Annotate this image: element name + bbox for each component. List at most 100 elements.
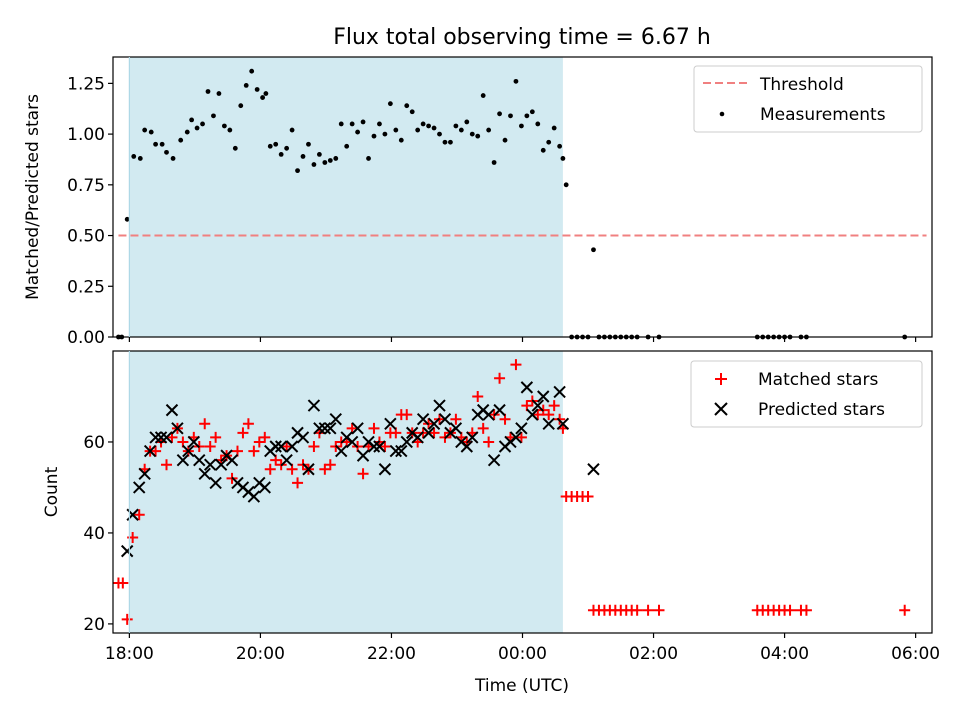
measurements-point xyxy=(243,83,249,88)
predicted-stars-point xyxy=(378,463,392,476)
measurements-point xyxy=(355,129,361,135)
measurements-point xyxy=(194,125,200,131)
predicted-stars-point xyxy=(526,408,539,421)
x-tick-label: 02:00 xyxy=(629,644,678,664)
predicted-stars-point xyxy=(395,444,408,458)
measurements-point xyxy=(153,141,158,147)
measurements-point xyxy=(502,137,508,143)
matched-stars-point xyxy=(150,445,162,457)
measurements-point xyxy=(524,113,530,119)
predicted-stars-point xyxy=(553,385,566,399)
measurements-point xyxy=(366,156,371,161)
measurements-point xyxy=(263,91,269,96)
measurements-point xyxy=(415,127,421,133)
measurements-point xyxy=(420,121,426,127)
measurements-point xyxy=(398,137,404,143)
measurements-point xyxy=(327,158,333,163)
measurements-point xyxy=(591,247,596,253)
matched-stars-point xyxy=(117,577,129,589)
predicted-stars-point xyxy=(509,431,523,444)
predicted-stars-point xyxy=(307,399,321,412)
matched-stars-point xyxy=(515,431,527,443)
matched-stars-point xyxy=(631,604,643,616)
measurements-point xyxy=(184,129,190,135)
measurements-point xyxy=(148,129,154,135)
matched-legend-label: Matched stars xyxy=(758,370,878,390)
bottom-legend-box xyxy=(690,360,923,428)
predicted-stars-point xyxy=(203,458,217,471)
predicted-stars-point xyxy=(351,422,364,435)
predicted-legend-label: Predicted stars xyxy=(758,400,885,420)
measurements-point xyxy=(249,68,255,74)
chart-title: Flux total observing time = 6.67 h xyxy=(333,25,711,50)
x-tick-label: 06:00 xyxy=(891,644,940,664)
bottom-y-ticks: 20 40 60 xyxy=(83,433,113,635)
y-tick-label: 20 xyxy=(83,615,105,635)
predicted-stars-point xyxy=(335,444,348,458)
top-panel: 0.00 0.25 0.50 0.75 1.00 1.25 Matched/Predict… xyxy=(23,56,933,348)
predicted-stars-point xyxy=(422,426,435,440)
measurements-point xyxy=(267,143,273,149)
predicted-stars-point xyxy=(318,422,332,435)
predicted-stars-point xyxy=(416,413,430,426)
y-tick-label: 0.50 xyxy=(67,227,105,247)
predicted-stars-point xyxy=(345,435,359,449)
predicted-stars-point xyxy=(193,453,206,467)
matched-stars-point xyxy=(582,491,594,503)
top-panel-marks xyxy=(116,68,927,340)
predicted-stars-point xyxy=(149,431,162,444)
measurements-point xyxy=(535,121,541,127)
predicted-stars-point xyxy=(165,403,179,417)
matched-stars-point xyxy=(292,477,304,489)
y-tick-label: 60 xyxy=(83,433,105,453)
measurements-point xyxy=(563,182,569,188)
measurements-point xyxy=(316,151,322,157)
measurements-point xyxy=(551,125,557,131)
threshold-legend-label: Threshold xyxy=(759,75,844,95)
top-y-axis-label: Matched/Predicted stars xyxy=(23,94,43,300)
predicted-stars-point xyxy=(493,403,506,417)
predicted-stars-point xyxy=(438,413,452,426)
y-tick-label: 1.25 xyxy=(67,74,105,94)
matched-stars-point xyxy=(543,409,555,421)
predicted-stars-point xyxy=(269,440,282,453)
measurements-point xyxy=(238,103,244,109)
x-tick-label: 00:00 xyxy=(498,644,547,664)
measurements-point xyxy=(333,156,339,161)
measurements-point xyxy=(409,109,415,115)
measurements-point xyxy=(371,133,377,139)
predicted-stars-point xyxy=(356,449,370,462)
measurements-point xyxy=(273,141,279,147)
measurements-point xyxy=(189,117,195,123)
bottom-y-axis-label: Count xyxy=(42,466,62,517)
predicted-stars-point xyxy=(302,463,315,476)
predicted-stars-point xyxy=(120,544,134,558)
predicted-stars-point xyxy=(198,467,211,481)
x-tick-label: 20:00 xyxy=(236,644,285,664)
predicted-stars-point xyxy=(384,417,397,430)
matched-stars-point xyxy=(308,441,320,453)
predicted-stars-point xyxy=(143,444,157,458)
predicted-stars-point xyxy=(209,476,222,490)
measurements-point xyxy=(227,127,233,133)
measurements-point xyxy=(232,145,238,151)
y-tick-label: 40 xyxy=(83,524,105,544)
predicted-stars-point xyxy=(154,431,168,444)
matched-stars-point xyxy=(368,422,380,434)
predicted-stars-point xyxy=(389,444,403,458)
matched-stars-point xyxy=(784,604,796,616)
measurements-point xyxy=(546,139,552,145)
predicted-stars-point xyxy=(324,422,337,435)
matched-stars-point xyxy=(357,468,369,480)
predicted-stars-point xyxy=(176,453,190,467)
predicted-stars-point xyxy=(556,417,570,430)
predicted-stars-point xyxy=(133,481,146,494)
measurements-point xyxy=(513,78,519,84)
measurements-point xyxy=(448,139,453,145)
measurements-point xyxy=(137,156,143,161)
predicted-stars-point xyxy=(187,435,201,449)
measurements-point xyxy=(442,139,448,145)
matched-stars-point xyxy=(199,418,211,430)
predicted-stars-point xyxy=(182,444,195,458)
